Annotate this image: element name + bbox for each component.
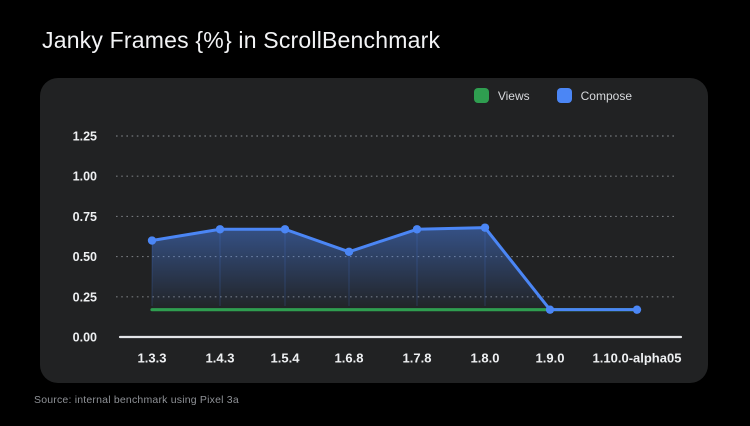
legend-label-views: Views [497, 88, 530, 103]
x-tick-label: 1.7.8 [403, 351, 432, 366]
y-tick-label: 0.00 [73, 331, 97, 345]
chart-legend: Views Compose [473, 88, 632, 103]
compose-point [147, 236, 157, 245]
compose-swatch-icon [556, 88, 572, 103]
compose-point [412, 225, 422, 234]
compose-point [280, 225, 290, 234]
y-tick-label: 0.50 [73, 250, 97, 264]
y-tick-label: 1.25 [73, 130, 97, 144]
chart-card: Views Compose 0.00 0.25 0.50 0.75 1.00 1.25 1.… [40, 78, 708, 383]
source-note: Source: internal benchmark using Pixel 3… [34, 394, 239, 406]
compose-point [215, 225, 225, 234]
compose-point [480, 223, 490, 232]
y-tick-label: 1.00 [73, 170, 97, 184]
legend-item-compose: Compose [556, 88, 632, 103]
compose-point [632, 305, 642, 314]
x-tick-label: 1.6.8 [335, 351, 364, 366]
x-tick-label: 1.9.0 [536, 351, 565, 366]
y-tick-label: 0.25 [73, 290, 97, 304]
chart-canvas: 0.00 0.25 0.50 0.75 1.00 1.25 1.3.3 1.4.3 1.5.4 1… [73, 130, 683, 366]
x-tick-label: 1.4.3 [206, 351, 235, 366]
compose-point [545, 305, 555, 314]
y-tick-label: 0.75 [73, 210, 97, 224]
page-title: Janky Frames {%} in ScrollBenchmark [42, 27, 441, 53]
legend-label-compose: Compose [580, 88, 632, 103]
x-tick-label: 1.10.0-alpha05 [593, 351, 682, 366]
compose-area [152, 227, 637, 337]
x-tick-label: 1.5.4 [271, 351, 301, 366]
compose-point [344, 247, 354, 256]
x-tick-label: 1.8.0 [471, 351, 500, 366]
views-swatch-icon [473, 88, 489, 103]
x-tick-label: 1.3.3 [138, 351, 167, 366]
legend-item-views: Views [473, 88, 530, 103]
compose-line [150, 226, 639, 312]
